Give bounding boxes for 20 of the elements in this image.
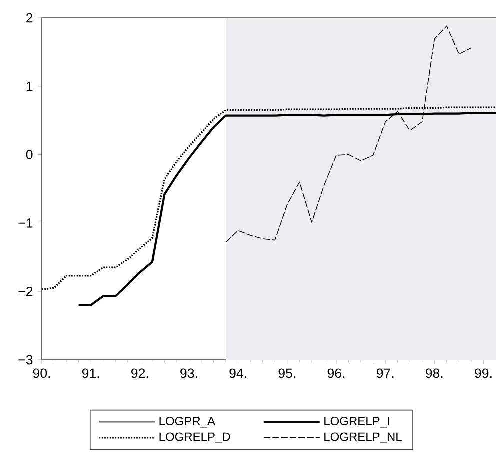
y-tick-label: 0	[26, 150, 33, 160]
x-tick-label: 93.	[180, 368, 198, 378]
y-tick-label: 1	[26, 82, 33, 91]
y-tick-label: −3	[18, 355, 33, 365]
legend-label: LOGRELP_I	[324, 416, 390, 428]
y-tick-label: −1	[18, 218, 33, 228]
legend-label: LOGRELP_D	[160, 432, 230, 444]
x-tick-label: 91.	[82, 368, 100, 378]
legend-label: LOGPR_A	[160, 416, 216, 428]
x-tick-label: 92.	[132, 368, 148, 378]
y-tick-label: −2	[18, 286, 33, 296]
x-tick-label: 97.	[376, 368, 394, 378]
x-tick-label: 96.	[328, 368, 345, 378]
y-tick-label: 2	[26, 13, 33, 23]
legend-label: LOGRELP_NL	[324, 432, 402, 444]
x-tick-label: 90.	[33, 368, 50, 378]
x-tick-label: 95.	[278, 368, 296, 378]
x-tick-label: 94.	[230, 368, 246, 378]
x-tick-label: 99.	[475, 368, 492, 378]
x-tick-label: 98.	[426, 368, 443, 378]
